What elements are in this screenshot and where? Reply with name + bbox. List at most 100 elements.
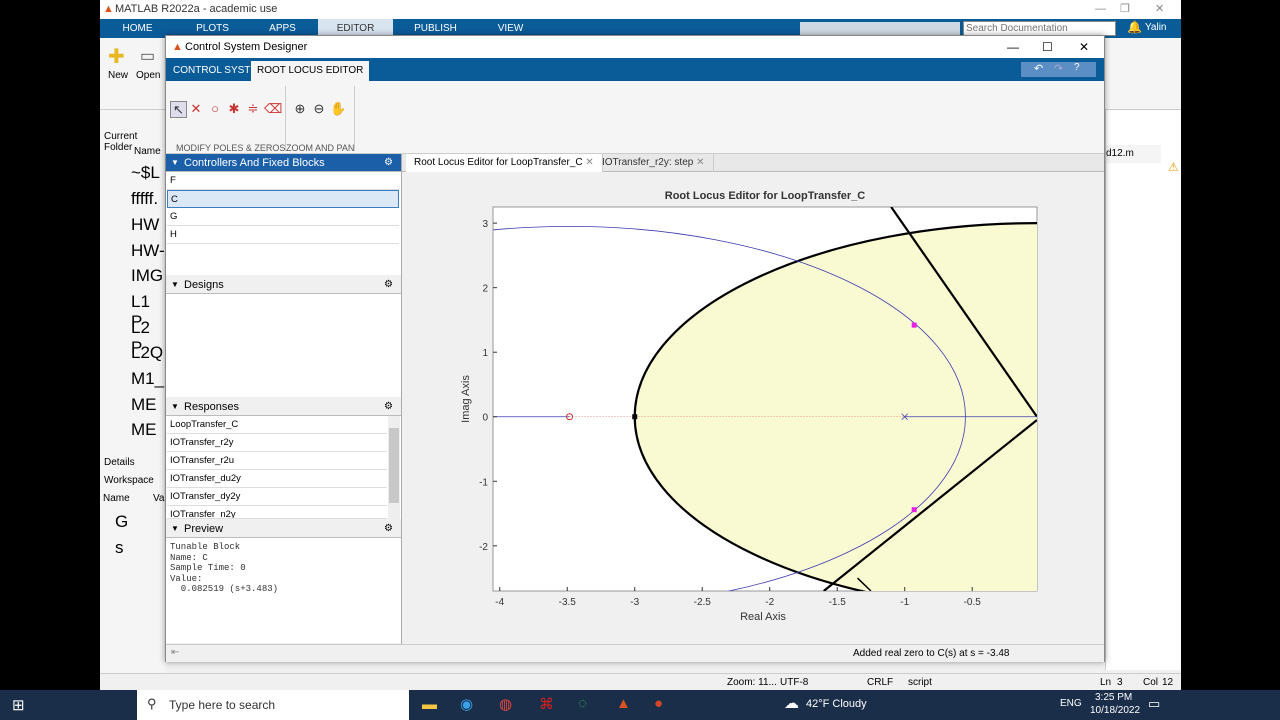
tab-close-icon[interactable]: ✕	[696, 157, 705, 168]
pane-options-icon[interactable]: ⚙	[384, 157, 393, 168]
response-row[interactable]: IOTransfer_du2y	[167, 470, 387, 488]
tab-control-system[interactable]: CONTROL SYSTEM	[173, 65, 266, 76]
designs-pane-header[interactable]: ▼ Designs ⚙	[166, 276, 401, 294]
workspace-var[interactable]: G	[115, 512, 129, 531]
tab-plots[interactable]: PLOTS	[196, 23, 229, 34]
redo-icon[interactable]: ↷	[1054, 63, 1064, 75]
responses-scrollbar[interactable]	[388, 416, 400, 519]
doc-tab-root-locus[interactable]: Root Locus Editor for LoopTransfer_C ✕	[406, 154, 603, 172]
tab-home[interactable]: HOME	[122, 23, 153, 34]
boundary-segment	[856, 577, 872, 591]
name-column-header[interactable]: Name	[134, 146, 161, 157]
response-row[interactable]: IOTransfer_n2y	[167, 506, 387, 519]
search-documentation-input[interactable]	[963, 21, 1116, 36]
acrobat-icon[interactable]: ⌘	[539, 696, 554, 713]
pan-hand-icon[interactable]: ✋	[330, 101, 347, 116]
responses-header-label: Responses	[184, 401, 240, 413]
add-zero-icon[interactable]: ○	[211, 101, 219, 116]
add-complex-pole-icon[interactable]: ✱	[228, 101, 240, 116]
workspace-var[interactable]: s	[115, 538, 124, 557]
control-system-designer-window: ▲ Control System Designer — ☐ ✕ CONTROL …	[165, 35, 1105, 662]
file-item[interactable]: M1_	[131, 369, 165, 388]
bell-icon[interactable]: 🔔	[1127, 20, 1142, 34]
close-icon[interactable]: ✕	[1155, 3, 1165, 15]
root-locus-plot[interactable]: -4 -3.5 -3 -2.5 -2 -1.5 -1 -0.5 -2 -1 0 1 2 3 Root Loc…	[402, 173, 1104, 644]
file-item[interactable]: ~$L	[131, 163, 160, 182]
add-pole-icon[interactable]: ✕	[190, 101, 202, 116]
file-item[interactable]: L2Q	[131, 343, 164, 362]
tab-view[interactable]: VIEW	[497, 23, 524, 34]
matlab-taskbar-icon[interactable]: ▲	[616, 695, 631, 712]
close-icon[interactable]: ✕	[1079, 40, 1090, 54]
controller-row-h[interactable]: H	[167, 226, 399, 244]
pane-options-icon[interactable]: ⚙	[384, 279, 393, 290]
file-item[interactable]: HW	[131, 215, 160, 234]
clock-date[interactable]: 10/18/2022	[1090, 705, 1141, 716]
response-row[interactable]: LoopTransfer_C	[167, 416, 387, 434]
file-item[interactable]: ME	[131, 420, 157, 439]
column-number: 12	[1162, 677, 1174, 688]
tab-root-locus-editor[interactable]: ROOT LOCUS EDITOR	[251, 61, 370, 81]
weather-text[interactable]: 42°F Cloudy	[806, 698, 867, 710]
pane-options-icon[interactable]: ⚙	[384, 523, 393, 534]
file-explorer-icon[interactable]: ▬	[422, 696, 437, 713]
preview-pane-header[interactable]: ▼ Preview ⚙	[166, 520, 401, 538]
collapse-icon[interactable]: ⇤	[171, 647, 180, 658]
powerpoint-icon[interactable]: ●	[654, 695, 664, 712]
open-folder-icon[interactable]: ▭	[140, 48, 156, 65]
controllers-pane-header[interactable]: ▼ Controllers And Fixed Blocks ⚙	[166, 154, 401, 172]
tab-close-icon[interactable]: ✕	[585, 157, 594, 168]
chrome-icon[interactable]: ◍	[499, 696, 513, 713]
response-row[interactable]: IOTransfer_dy2y	[167, 488, 387, 506]
file-item[interactable]: HW-	[131, 241, 165, 260]
editor-tab-partial[interactable]: d12.m	[1106, 145, 1161, 163]
controller-row-c[interactable]: C	[167, 190, 399, 208]
sync-app-icon[interactable]: ◌	[578, 695, 587, 712]
zoom-out-icon[interactable]: ⊖	[313, 101, 325, 116]
user-menu[interactable]: Yalin	[1145, 22, 1167, 33]
pane-options-icon[interactable]: ⚙	[384, 401, 393, 412]
undo-icon[interactable]: ↶	[1034, 63, 1044, 75]
controller-row-g[interactable]: G	[167, 208, 399, 226]
controller-row-f[interactable]: F	[167, 172, 399, 190]
quick-access-toolbar[interactable]	[800, 22, 960, 35]
file-item[interactable]: ME	[131, 395, 157, 414]
new-button[interactable]: New	[108, 70, 129, 81]
minimize-icon[interactable]: —	[1095, 3, 1106, 15]
scrollbar-thumb[interactable]	[389, 428, 399, 503]
clock-time[interactable]: 3:25 PM	[1095, 692, 1133, 703]
zoom-in-icon[interactable]: ⊕	[294, 101, 306, 116]
responses-pane-header[interactable]: ▼ Responses ⚙	[166, 398, 401, 416]
response-row[interactable]: IOTransfer_r2u	[167, 452, 387, 470]
file-item[interactable]: fffff.	[131, 189, 159, 208]
workspace-name-header[interactable]: Name	[103, 493, 130, 504]
new-icon[interactable]: ✚	[108, 46, 125, 68]
left-data-browser: ▼ Controllers And Fixed Blocks ⚙ F C G H ▼…	[166, 154, 402, 644]
add-complex-zero-icon[interactable]: ≑	[247, 101, 259, 116]
tab-apps[interactable]: APPS	[269, 23, 296, 34]
maximize-icon[interactable]: ☐	[1042, 40, 1053, 54]
minimize-icon[interactable]: —	[1007, 40, 1019, 54]
file-item[interactable]: L2 P	[131, 318, 150, 357]
workspace-label[interactable]: Workspace	[104, 475, 154, 486]
file-item[interactable]: IMG	[131, 266, 164, 285]
file-item[interactable]: L1 P	[131, 292, 150, 331]
response-row[interactable]: IOTransfer_r2y	[167, 434, 387, 452]
details-label[interactable]: Details	[104, 457, 135, 468]
notification-icon[interactable]: ▭	[1148, 696, 1161, 711]
language-indicator[interactable]: ENG	[1060, 698, 1082, 709]
doc-tab-step[interactable]: IOTransfer_r2y: step ✕	[594, 154, 714, 172]
group-divider	[354, 86, 355, 151]
taskbar-search-box[interactable]: ⚲ Type here to search	[137, 690, 409, 720]
windows-start-icon[interactable]: ⊞	[12, 697, 25, 714]
restore-icon[interactable]: ❐	[1120, 3, 1130, 15]
tab-publish[interactable]: PUBLISH	[414, 23, 457, 34]
line-label: Ln	[1100, 677, 1112, 688]
help-icon[interactable]: ?	[1074, 62, 1080, 73]
workspace-value-header[interactable]: Va	[153, 493, 165, 504]
select-pointer-icon[interactable]: ↖	[170, 101, 187, 118]
open-button[interactable]: Open	[136, 70, 161, 81]
tab-editor[interactable]: EDITOR	[318, 19, 393, 38]
eraser-icon[interactable]: ⌫	[264, 101, 283, 116]
edge-icon[interactable]: ◉	[460, 696, 474, 713]
